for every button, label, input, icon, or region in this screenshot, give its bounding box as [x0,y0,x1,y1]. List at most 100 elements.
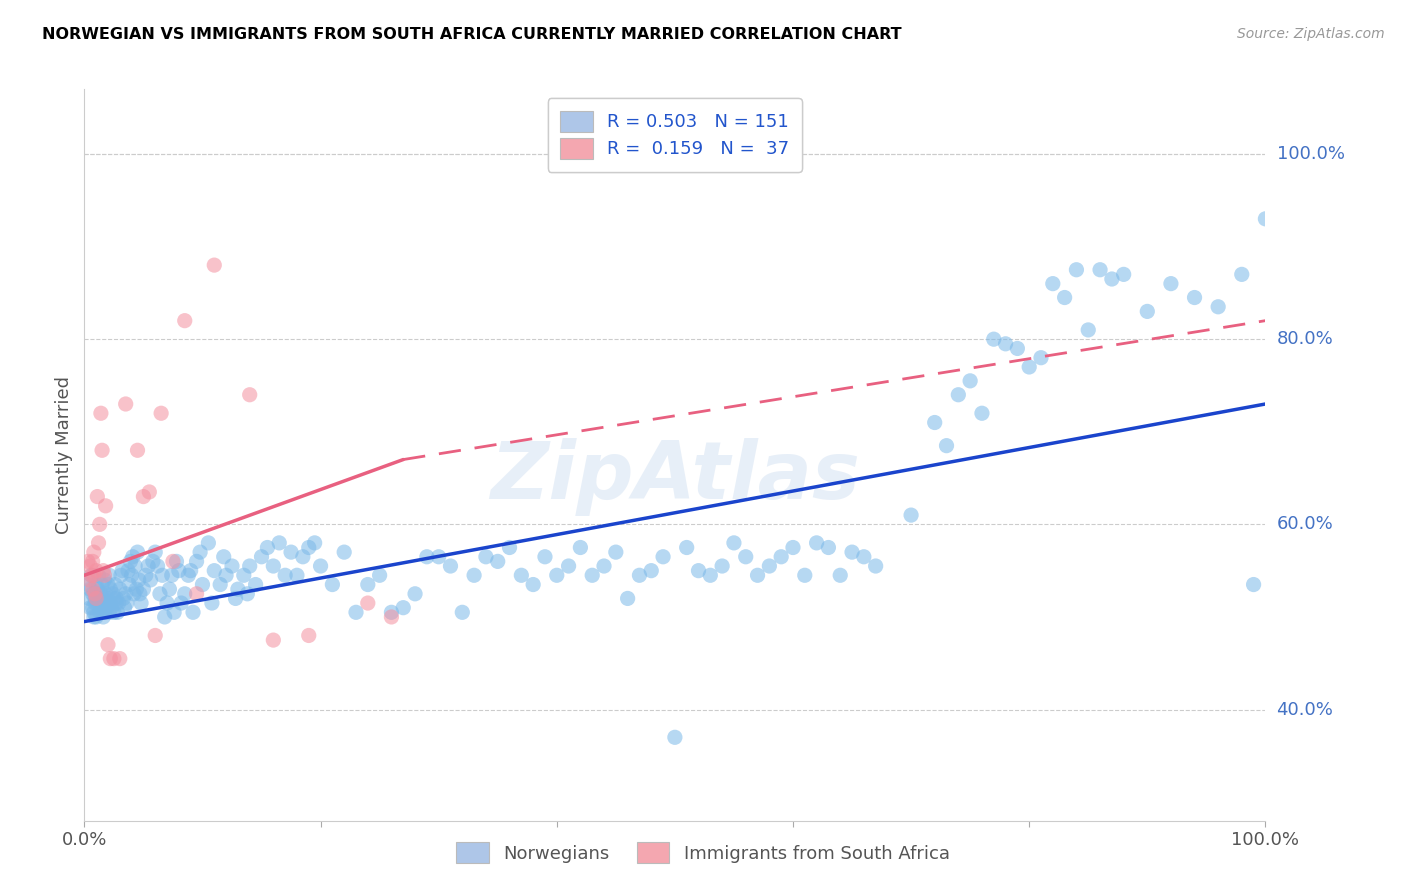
Point [734,549,756,564]
Point [77,573,100,587]
Point [103,651,125,665]
Point [451,605,474,619]
Point [852,549,875,564]
Point [250,549,273,564]
Point [121,568,143,582]
Point [157,582,180,597]
Point [80,568,103,582]
Point [628,568,651,582]
Point [136,559,159,574]
Point [380,610,402,624]
Point [201,596,224,610]
Point [226,582,249,597]
Point [239,559,262,574]
Point [149,587,172,601]
Point [1018,359,1040,374]
Point [416,549,439,564]
Point [191,577,214,591]
Point [86,596,108,610]
Point [994,336,1017,351]
Point [121,549,143,564]
Point [1254,211,1277,226]
Point [97,591,120,606]
Text: 60.0%: 60.0% [1277,516,1333,533]
Point [948,388,970,402]
Point [664,731,686,745]
Point [1160,277,1182,291]
Point [970,406,993,420]
Point [83,568,105,582]
Point [1042,277,1064,291]
Point [127,443,149,458]
Point [427,549,450,564]
Point [118,577,141,591]
Point [298,541,321,555]
Point [1088,262,1111,277]
Text: 40.0%: 40.0% [1277,700,1333,719]
Legend: R = 0.503   N = 151, R =  0.159   N =  37: R = 0.503 N = 151, R = 0.159 N = 37 [548,98,801,171]
Point [404,587,426,601]
Point [1243,577,1265,591]
Point [108,651,131,665]
Point [86,582,108,597]
Point [91,443,114,458]
Point [86,490,108,504]
Point [304,536,326,550]
Point [79,559,101,574]
Point [139,573,162,587]
Point [120,554,142,568]
Point [84,888,107,892]
Point [77,554,100,568]
Point [245,577,267,591]
Point [924,416,946,430]
Point [225,591,247,606]
Point [486,554,509,568]
Point [114,397,136,411]
Point [675,541,697,555]
Point [262,559,284,574]
Point [1112,268,1135,282]
Point [87,591,110,606]
Point [104,577,127,591]
Point [89,605,111,619]
Point [105,591,128,606]
Point [115,596,138,610]
Point [142,554,165,568]
Point [91,564,114,578]
Point [94,596,117,610]
Point [1206,300,1229,314]
Point [285,568,308,582]
Point [91,610,114,624]
Text: ZipAtlas: ZipAtlas [489,438,860,516]
Text: 80.0%: 80.0% [1277,330,1333,348]
Point [150,406,173,420]
Point [173,313,195,327]
Point [232,568,254,582]
Point [77,577,100,591]
Point [84,596,107,610]
Point [110,568,132,582]
Point [269,536,291,550]
Point [83,610,105,624]
Point [128,573,150,587]
Point [1007,342,1029,356]
Point [498,541,520,555]
Point [128,587,150,601]
Point [83,605,105,619]
Point [770,549,793,564]
Text: 100.0%: 100.0% [1277,145,1344,163]
Point [688,564,710,578]
Point [581,568,603,582]
Point [475,549,498,564]
Point [841,545,863,559]
Point [84,591,107,606]
Point [1077,323,1099,337]
Point [357,577,380,591]
Point [84,564,107,578]
Point [309,559,332,574]
Point [97,577,120,591]
Point [93,573,115,587]
Point [209,577,232,591]
Point [640,564,662,578]
Point [239,388,262,402]
